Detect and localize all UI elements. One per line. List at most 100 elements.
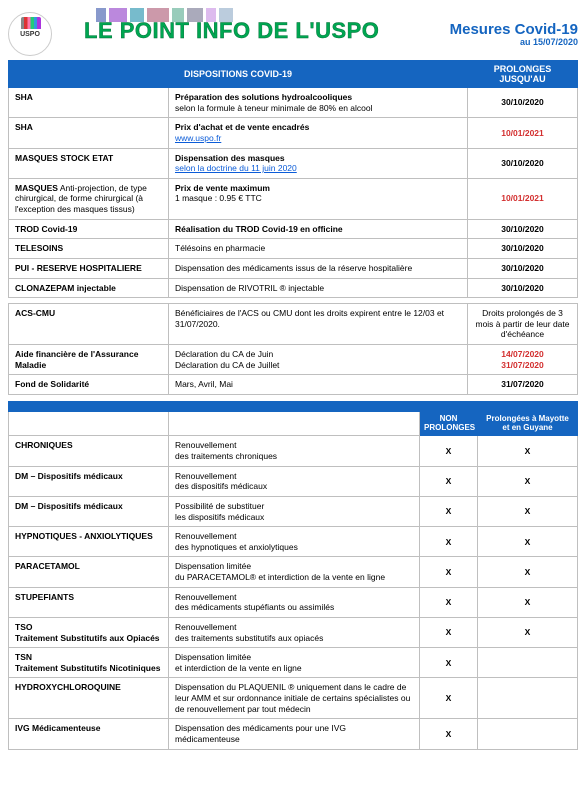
table-row: Fond de SolidaritéMars, Avril, Mai31/07/…	[9, 375, 578, 395]
row-x1: X	[420, 557, 478, 587]
col-non-prolonges: NON PROLONGES	[420, 411, 478, 436]
row-x2: X	[478, 617, 578, 647]
table-row: CLONAZEPAM injectableDispensation de RIV…	[9, 278, 578, 298]
col-mayotte-guyane: Prolongées à Mayotte et en Guyane	[478, 411, 578, 436]
row-date: 14/07/202031/07/2020	[468, 345, 578, 375]
row-desc: Prix de vente maximum1 masque : 0.95 € T…	[169, 178, 468, 219]
table-row: DM – Dispositifs médicauxPossibilité de …	[9, 496, 578, 526]
row-date: 30/10/2020	[468, 219, 578, 239]
row-desc: Télésoins en pharmacie	[169, 239, 468, 259]
row-desc: Renouvellementdes dispositifs médicaux	[169, 466, 420, 496]
table-row: SHAPréparation des solutions hydroalcool…	[9, 88, 578, 118]
table-row: PUI - RESERVE HOSPITALIEREDispensation d…	[9, 258, 578, 278]
row-date: 30/10/2020	[468, 258, 578, 278]
row-desc: Réalisation du TROD Covid-19 en officine	[169, 219, 468, 239]
row-name: TELESOINS	[9, 239, 169, 259]
table-row: CHRONIQUESRenouvellementdes traitements …	[9, 436, 578, 466]
row-name: DM – Dispositifs médicaux	[9, 496, 169, 526]
row-name: MASQUES STOCK ETAT	[9, 148, 169, 178]
row-name: TROD Covid-19	[9, 219, 169, 239]
row-date: 30/10/2020	[468, 278, 578, 298]
uspo-logo: USPO	[8, 12, 52, 56]
row-name: MASQUES Anti-projection, de type chirurg…	[9, 178, 169, 219]
row-name: Fond de Solidarité	[9, 375, 169, 395]
table-row: TELESOINSTélésoins en pharmacie30/10/202…	[9, 239, 578, 259]
row-x1: X	[420, 436, 478, 466]
dispositions-table: DISPOSITIONS COVID-19 PROLONGES JUSQU'AU…	[8, 60, 578, 395]
row-x2: X	[478, 587, 578, 617]
col-prolonges: PROLONGES JUSQU'AU	[468, 61, 578, 88]
row-name: PUI - RESERVE HOSPITALIERE	[9, 258, 169, 278]
row-date: 10/01/2021	[468, 178, 578, 219]
row-x2	[478, 719, 578, 749]
row-date: 30/10/2020	[468, 239, 578, 259]
row-name: Aide financière de l'Assurance Maladie	[9, 345, 169, 375]
table-row: TROD Covid-19Réalisation du TROD Covid-1…	[9, 219, 578, 239]
table-row: Aide financière de l'Assurance MaladieDé…	[9, 345, 578, 375]
blue-bar	[9, 401, 578, 411]
row-name: SHA	[9, 118, 169, 148]
row-x1: X	[420, 466, 478, 496]
row-x2: X	[478, 557, 578, 587]
table-row: DM – Dispositifs médicauxRenouvellementd…	[9, 466, 578, 496]
row-name: CHRONIQUES	[9, 436, 169, 466]
row-x1: X	[420, 678, 478, 719]
table-row: MASQUES STOCK ETATDispensation des masqu…	[9, 148, 578, 178]
row-desc: Possibilité de substituerles dispositifs…	[169, 496, 420, 526]
row-name: PARACETAMOL	[9, 557, 169, 587]
title-block: LE POINT INFO DE L'USPO Mesures Covid-19…	[66, 8, 578, 42]
table-row: TSNTraitement Substitutifs NicotiniquesD…	[9, 648, 578, 678]
row-x2	[478, 648, 578, 678]
link[interactable]: selon la doctrine du 11 juin 2020	[175, 163, 297, 173]
row-x2	[478, 678, 578, 719]
second-table: NON PROLONGES Prolongées à Mayotte et en…	[8, 401, 578, 750]
row-desc: Dispensation limitéeet interdiction de l…	[169, 648, 420, 678]
row-desc: Dispensation limitéedu PARACETAMOL® et i…	[169, 557, 420, 587]
subtitle-date: au 15/07/2020	[450, 37, 578, 47]
table-row: ACS-CMUBénéficiaires de l'ACS ou CMU don…	[9, 304, 578, 345]
row-desc: Dispensation des médicaments issus de la…	[169, 258, 468, 278]
subtitle-block: Mesures Covid-19 au 15/07/2020	[450, 22, 578, 47]
table-row: HYPNOTIQUES - ANXIOLYTIQUESRenouvellemen…	[9, 527, 578, 557]
row-desc: Dispensation des médicaments pour une IV…	[169, 719, 420, 749]
row-x1: X	[420, 617, 478, 647]
row-x1: X	[420, 648, 478, 678]
row-x1: X	[420, 496, 478, 526]
row-desc: Dispensation des masquesselon la doctrin…	[169, 148, 468, 178]
page-header: USPO LE POINT INFO DE L'USPO Mesures Cov…	[8, 8, 578, 56]
row-name: ACS-CMU	[9, 304, 169, 345]
row-x1: X	[420, 527, 478, 557]
row-name: TSNTraitement Substitutifs Nicotiniques	[9, 648, 169, 678]
col-dispositions: DISPOSITIONS COVID-19	[9, 61, 468, 88]
row-x1: X	[420, 719, 478, 749]
row-name: SHA	[9, 88, 169, 118]
row-name: DM – Dispositifs médicaux	[9, 466, 169, 496]
row-x1: X	[420, 587, 478, 617]
row-name: TSOTraitement Substitutifs aux Opiacés	[9, 617, 169, 647]
table-row: HYDROXYCHLOROQUINEDispensation du PLAQUE…	[9, 678, 578, 719]
table-row: SHAPrix d'achat et de vente encadréswww.…	[9, 118, 578, 148]
row-name: CLONAZEPAM injectable	[9, 278, 169, 298]
row-date: 31/07/2020	[468, 375, 578, 395]
row-desc: Bénéficiaires de l'ACS ou CMU dont les d…	[169, 304, 468, 345]
link[interactable]: www.uspo.fr	[175, 133, 221, 143]
logo-text: USPO	[20, 31, 40, 38]
row-x2: X	[478, 496, 578, 526]
row-desc: Renouvellementdes médicaments stupéfiant…	[169, 587, 420, 617]
row-name: HYDROXYCHLOROQUINE	[9, 678, 169, 719]
table-row: PARACETAMOLDispensation limitéedu PARACE…	[9, 557, 578, 587]
table-row: IVG MédicamenteuseDispensation des médic…	[9, 719, 578, 749]
row-name: HYPNOTIQUES - ANXIOLYTIQUES	[9, 527, 169, 557]
row-desc: Renouvellementdes hypnotiques et anxioly…	[169, 527, 420, 557]
row-x2: X	[478, 466, 578, 496]
row-date: 30/10/2020	[468, 88, 578, 118]
row-desc: Mars, Avril, Mai	[169, 375, 468, 395]
row-date: 30/10/2020	[468, 148, 578, 178]
row-desc: Renouvellementdes traitements chroniques	[169, 436, 420, 466]
table-row: STUPEFIANTSRenouvellementdes médicaments…	[9, 587, 578, 617]
row-x2: X	[478, 527, 578, 557]
subtitle: Mesures Covid-19	[450, 22, 578, 37]
row-desc: Renouvellementdes traitements substituti…	[169, 617, 420, 647]
row-x2: X	[478, 436, 578, 466]
row-desc: Déclaration du CA de JuinDéclaration du …	[169, 345, 468, 375]
